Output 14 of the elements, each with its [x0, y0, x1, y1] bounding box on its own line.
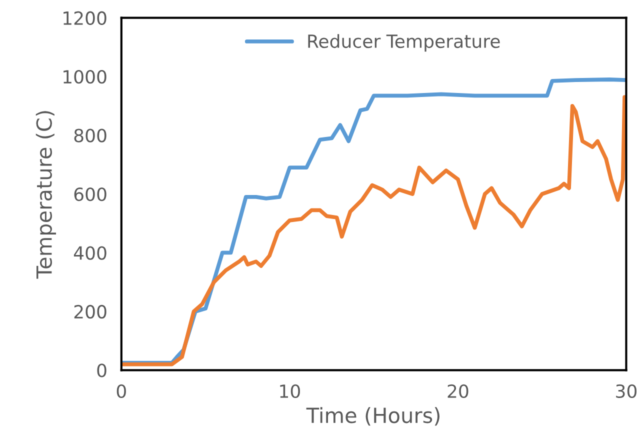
- legend-label: Reducer Temperature: [308, 34, 500, 52]
- y-tick-label: 400: [74, 246, 106, 260]
- y-tick-label: 1000: [64, 70, 106, 84]
- x-tick-label: 0: [116, 384, 126, 398]
- y-tick-label: 1200: [64, 11, 106, 25]
- y-tick-label: 0: [97, 364, 106, 378]
- x-tick-label: 30: [616, 384, 637, 398]
- x-tick-label: 10: [280, 384, 300, 398]
- x-tick-label: 20: [448, 384, 468, 398]
- x-axis-title: Time (Hours): [306, 407, 440, 426]
- y-tick-label: 800: [74, 128, 106, 142]
- y-tick-label: 200: [74, 304, 106, 319]
- y-axis-title: Temperature (C): [36, 111, 56, 279]
- y-tick-label: 600: [74, 187, 106, 202]
